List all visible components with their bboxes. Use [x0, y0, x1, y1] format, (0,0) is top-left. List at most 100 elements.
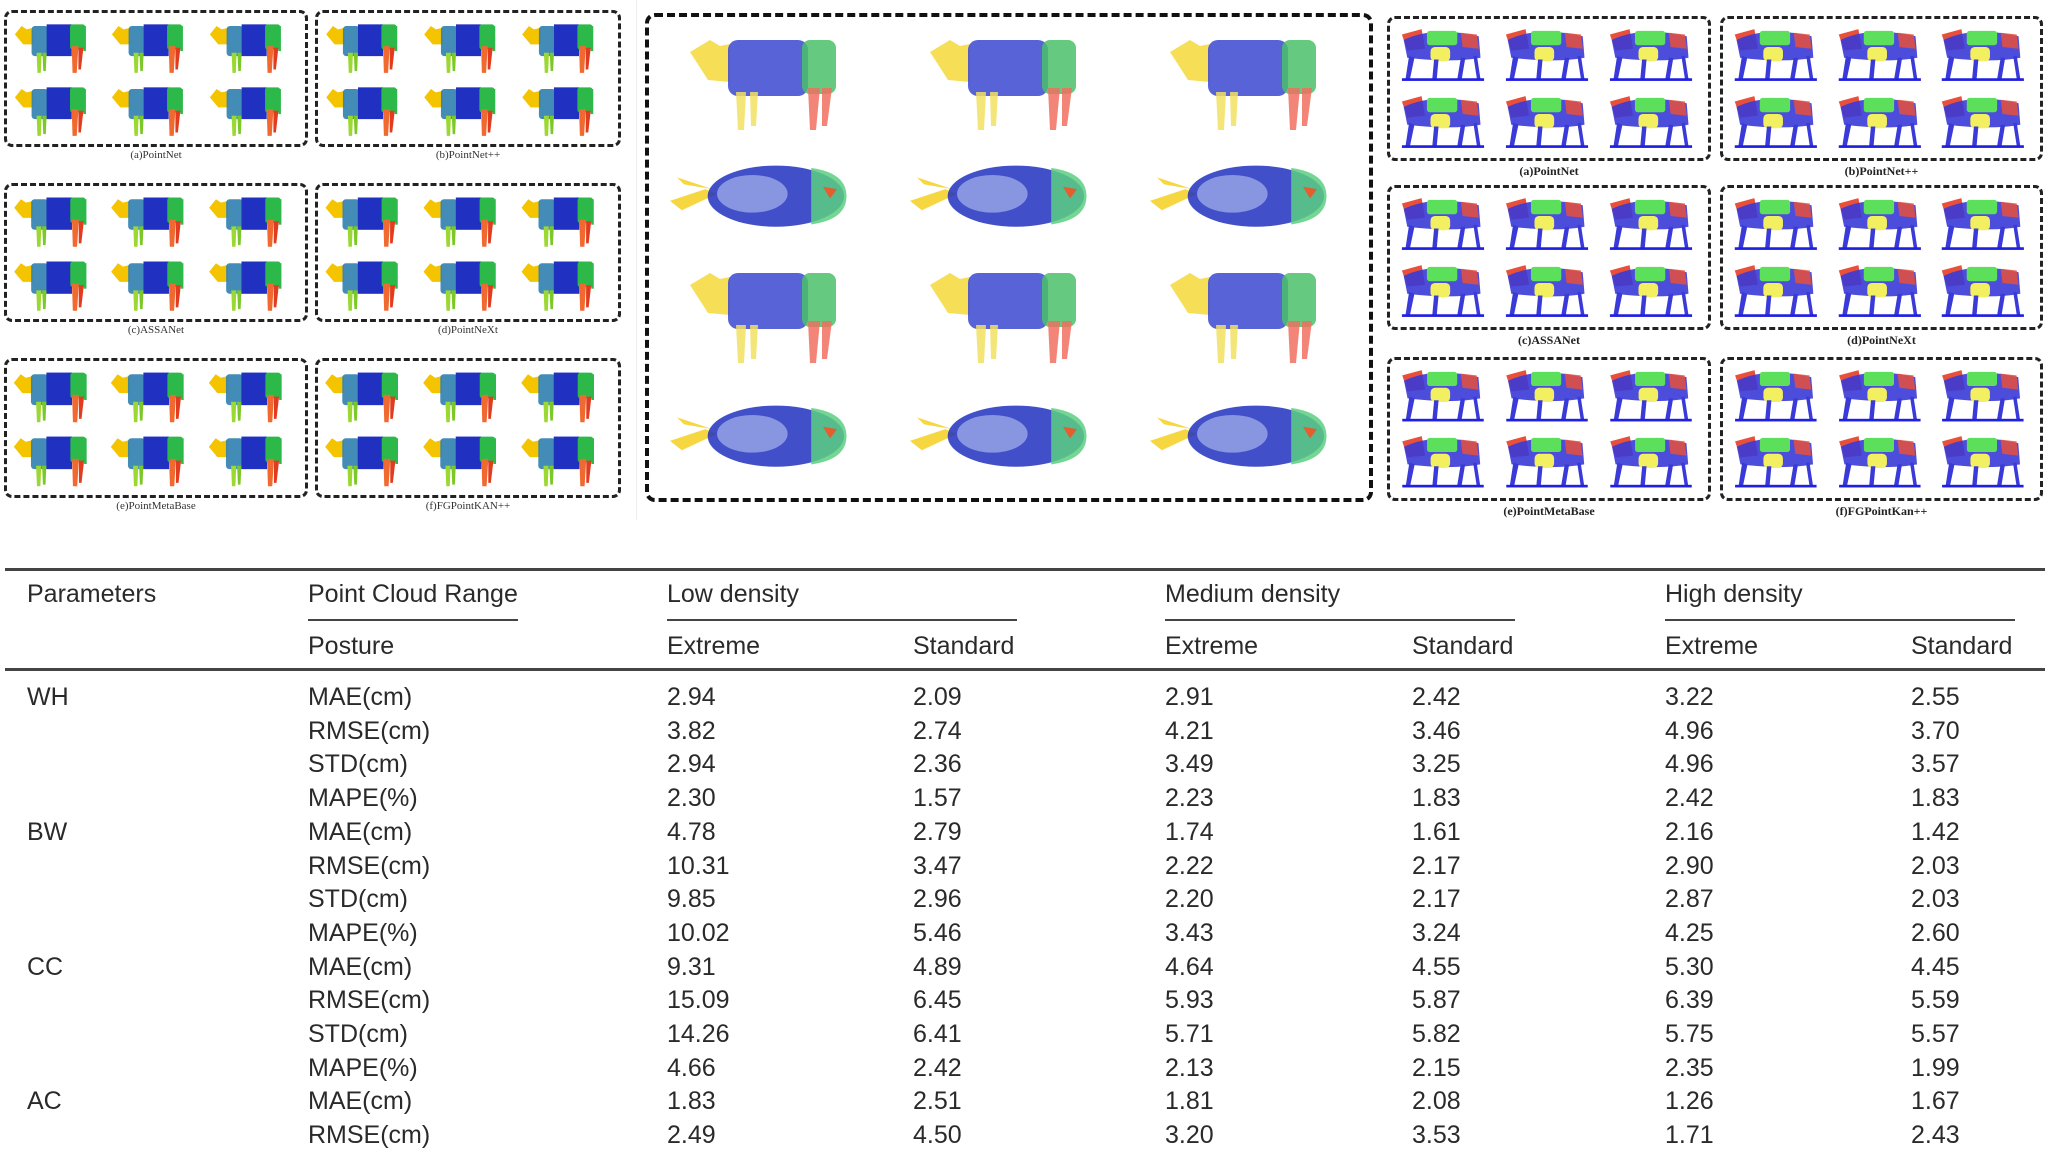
- table-cell-value: 2.23: [1165, 784, 1214, 813]
- table-cell-value: 4.64: [1165, 952, 1214, 981]
- table-cell-value: 4.55: [1412, 952, 1461, 981]
- table-rule: [5, 668, 2045, 671]
- table-cell-value: 2.51: [913, 1087, 962, 1116]
- cow-point-cloud: [690, 40, 836, 130]
- segmentation-panel: [4, 183, 308, 322]
- table-cell-value: 3.25: [1412, 750, 1461, 779]
- cow-point-cloud: [1838, 198, 1921, 250]
- row-metric: MAPE(%): [308, 1053, 418, 1082]
- cow-point-cloud: [423, 261, 496, 311]
- cow-point-cloud: [1735, 370, 1817, 422]
- cow-point-cloud: [930, 273, 1076, 363]
- row-metric: MAE(cm): [308, 817, 413, 846]
- cow-point-cloud: [1838, 370, 1921, 422]
- cow-point-cloud: [670, 405, 847, 467]
- cow-point-cloud: [1942, 29, 2025, 81]
- table-cell-value: 1.83: [1412, 784, 1461, 813]
- table-cell-value: 1.71: [1665, 1121, 1714, 1150]
- table-cell-value: 9.85: [667, 885, 716, 914]
- table-cell-value: 3.53: [1412, 1121, 1461, 1150]
- table-cell-value: 2.16: [1665, 817, 1714, 846]
- table-cell-value: 5.30: [1665, 952, 1714, 981]
- panel-caption: (a)PointNet: [1519, 164, 1579, 178]
- table-cell-value: 2.91: [1165, 683, 1214, 711]
- segmentation-panel: [315, 183, 621, 322]
- figure-divider: [636, 0, 637, 520]
- cow-point-cloud: [1401, 198, 1485, 250]
- row-parameter: AC: [27, 1087, 62, 1116]
- table-cell-value: 2.55: [1911, 683, 1960, 711]
- cow-point-cloud: [521, 197, 594, 247]
- table-cell-value: 2.03: [1911, 885, 1960, 914]
- cow-point-cloud: [1170, 40, 1316, 130]
- header-posture-type: Standard: [1911, 632, 2013, 660]
- table-rule: [1665, 619, 2015, 621]
- table-cell-value: 3.20: [1165, 1121, 1214, 1150]
- table-cell-value: 2.03: [1911, 851, 1960, 880]
- table-cell-value: 6.39: [1665, 986, 1714, 1015]
- cow-point-cloud: [326, 24, 398, 73]
- table-cell-value: 2.96: [913, 885, 962, 914]
- cow-point-cloud: [112, 86, 184, 136]
- table-cell-value: 14.26: [667, 1020, 730, 1048]
- table-cell-value: 10.02: [667, 918, 730, 947]
- panel-caption: (f)FGPointKan++: [1835, 504, 1928, 518]
- cow-point-cloud: [1505, 29, 1589, 81]
- cow-point-cloud: [1942, 95, 2025, 148]
- row-metric: MAPE(%): [308, 918, 418, 947]
- table-cell-value: 5.75: [1665, 1020, 1714, 1048]
- header-parameters: Parameters: [27, 580, 157, 608]
- row-metric: RMSE(cm): [308, 986, 431, 1015]
- cow-point-cloud: [111, 261, 184, 311]
- segmentation-panel: [1387, 16, 1711, 161]
- cow-point-cloud: [14, 197, 87, 247]
- header-posture-type: Standard: [913, 632, 1015, 660]
- row-metric: STD(cm): [308, 750, 408, 779]
- cow-point-cloud: [325, 197, 398, 247]
- table-cell-value: 5.59: [1911, 986, 1960, 1015]
- table-cell-value: 4.89: [913, 952, 962, 981]
- table-cell-value: 4.21: [1165, 716, 1214, 745]
- cow-point-cloud: [1609, 95, 1693, 148]
- cow-point-cloud: [1942, 264, 2025, 317]
- cow-point-cloud: [111, 436, 184, 487]
- table-cell-value: 9.31: [667, 952, 716, 981]
- table-cell-value: 2.94: [667, 683, 716, 711]
- cow-point-cloud: [1609, 264, 1693, 317]
- cow-point-cloud: [112, 24, 184, 73]
- cow-point-cloud: [111, 372, 184, 423]
- table-cell-value: 2.79: [913, 817, 962, 846]
- cow-point-cloud: [521, 436, 594, 487]
- cow-point-cloud: [1734, 198, 1817, 250]
- segmentation-panel: [315, 10, 621, 147]
- table-rule: [1165, 619, 1515, 621]
- header-point-cloud-range: Point Cloud Range: [308, 580, 518, 608]
- table-cell-value: 6.41: [913, 1020, 962, 1048]
- segmentation-panel: [1387, 185, 1711, 330]
- table-cell-value: 4.78: [667, 817, 716, 846]
- cow-point-cloud: [1401, 264, 1485, 317]
- row-parameter: WH: [27, 683, 69, 711]
- table-cell-value: 3.49: [1165, 750, 1214, 779]
- table-cell-value: 5.71: [1165, 1020, 1214, 1048]
- segmentation-panel: [4, 10, 308, 147]
- table-cell-value: 2.20: [1165, 885, 1214, 914]
- table-cell-value: 3.82: [667, 716, 716, 745]
- cow-point-cloud: [1609, 29, 1693, 81]
- cow-point-cloud: [208, 197, 282, 247]
- row-metric: STD(cm): [308, 1020, 408, 1048]
- cow-point-cloud: [14, 261, 87, 311]
- cow-point-cloud: [1609, 198, 1693, 250]
- cow-point-cloud: [209, 86, 281, 136]
- row-metric: RMSE(cm): [308, 716, 431, 745]
- table-cell-value: 4.96: [1665, 750, 1714, 779]
- header-posture-type: Extreme: [1665, 632, 1759, 660]
- cow-point-cloud: [1942, 436, 2024, 488]
- table-cell-value: 1.57: [913, 784, 962, 813]
- table-cell-value: 1.99: [1911, 1053, 1960, 1082]
- table-cell-value: 4.25: [1665, 918, 1714, 947]
- cow-point-cloud: [670, 165, 847, 227]
- cow-point-cloud: [1506, 370, 1588, 422]
- cow-point-cloud: [208, 372, 282, 423]
- cow-point-cloud: [423, 372, 496, 423]
